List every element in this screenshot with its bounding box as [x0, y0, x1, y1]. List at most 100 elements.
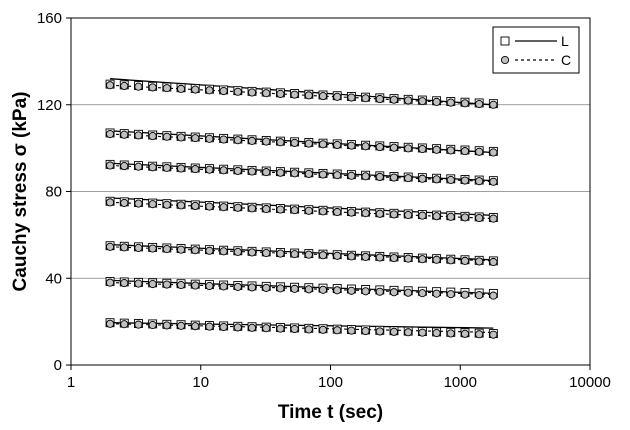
data-point-C: [262, 248, 271, 258]
data-point-C: [176, 321, 186, 330]
data-point-C: [247, 204, 257, 213]
fit-line-L: [110, 243, 494, 261]
data-point-C: [418, 328, 427, 337]
data-point-C: [191, 281, 200, 290]
data-point-C: [262, 168, 271, 177]
y-tick-label: 160: [37, 10, 62, 27]
fit-line-L: [110, 322, 494, 329]
data-point-C: [162, 163, 171, 172]
data-point-C: [106, 278, 115, 287]
data-point-C: [460, 147, 470, 156]
y-axis-title: Cauchy stress σ (kPa): [10, 92, 31, 292]
data-point-C: [432, 212, 441, 221]
data-point-C: [361, 326, 370, 336]
data-point-C: [460, 329, 470, 338]
data-point-C: [432, 255, 441, 264]
data-point-C: [418, 97, 427, 106]
fit-line-L: [110, 162, 494, 182]
stress-level-4: [105, 196, 498, 223]
data-point-C: [361, 287, 370, 296]
data-point-C: [290, 206, 299, 215]
gridlines: [71, 104, 590, 279]
data-point-C: [304, 91, 313, 100]
data-point-C: [333, 251, 342, 260]
data-point-C: [134, 320, 143, 329]
data-point-C: [148, 320, 157, 330]
data-point-C: [276, 89, 285, 98]
data-point-C: [404, 96, 413, 105]
data-point-C: [247, 136, 257, 145]
fit-line-C: [110, 246, 494, 262]
data-point-C: [460, 290, 470, 299]
data-point-C: [460, 256, 470, 265]
data-point-C: [475, 291, 484, 300]
data-point-C: [162, 132, 171, 141]
series-layer: [105, 78, 498, 339]
data-point-C: [389, 288, 399, 297]
stress-level-2: [105, 128, 498, 157]
data-point-C: [120, 162, 129, 171]
data-point-C: [333, 207, 342, 217]
data-point-C: [176, 133, 186, 142]
data-point-C: [276, 168, 285, 177]
data-point-C: [389, 173, 399, 182]
data-point-C: [233, 282, 242, 291]
data-point-C: [304, 206, 313, 215]
data-point-C: [304, 139, 313, 148]
data-point-C: [432, 97, 441, 106]
data-point-C: [148, 244, 157, 253]
data-point-C: [276, 205, 285, 214]
data-point-C: [148, 200, 157, 209]
data-point-C: [333, 92, 342, 101]
data-point-C: [460, 176, 470, 185]
data-point-C: [219, 166, 228, 175]
data-point-C: [489, 330, 498, 339]
data-point-C: [389, 143, 399, 152]
data-point-C: [233, 166, 242, 175]
data-point-C: [460, 99, 470, 108]
data-point-C: [205, 246, 214, 255]
legend-item-L: L: [500, 33, 569, 49]
data-point-C: [290, 169, 299, 178]
data-point-C: [304, 169, 313, 178]
data-point-C: [489, 100, 498, 109]
data-point-C: [262, 204, 271, 214]
data-point-C: [176, 280, 186, 290]
data-point-C: [290, 324, 299, 334]
legend-box: [492, 26, 580, 74]
data-point-C: [475, 177, 484, 186]
fit-line-L: [110, 279, 494, 295]
data-point-C: [106, 161, 115, 170]
data-point-C: [148, 279, 157, 289]
data-point-C: [247, 88, 257, 97]
data-point-C: [361, 252, 370, 261]
legend-marker-square: [500, 36, 510, 46]
data-point-C: [361, 94, 370, 103]
fit-line-C: [110, 201, 494, 220]
fit-line-L: [110, 78, 494, 106]
data-point-C: [404, 174, 413, 183]
data-point-C: [318, 92, 328, 101]
data-point-C: [375, 94, 384, 104]
data-point-C: [247, 167, 257, 176]
data-point-C: [404, 328, 413, 337]
data-point-C: [262, 283, 271, 292]
data-point-C: [404, 288, 413, 297]
fit-line-C: [110, 84, 494, 106]
data-point-C: [247, 248, 257, 257]
x-tick-label: 100: [318, 374, 343, 391]
data-point-C: [134, 199, 143, 208]
stress-level-1: [105, 78, 498, 109]
data-point-C: [205, 86, 214, 95]
data-point-C: [134, 131, 143, 140]
fit-line-L: [110, 197, 494, 217]
data-point-C: [389, 327, 399, 336]
x-tick-label: 10: [192, 374, 209, 391]
data-point-C: [219, 86, 228, 96]
data-point-C: [276, 249, 285, 258]
y-tick-label: 120: [37, 97, 62, 114]
data-point-C: [404, 210, 413, 220]
data-point-C: [247, 283, 257, 292]
data-point-C: [375, 253, 384, 262]
